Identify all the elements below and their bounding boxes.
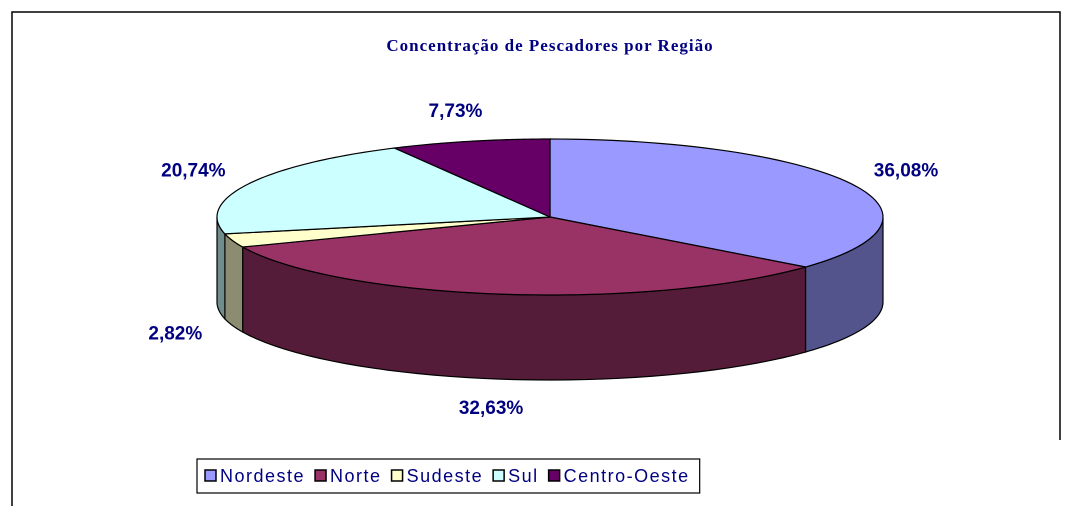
- chart-title: Concentração de Pescadores por Região: [386, 36, 713, 55]
- data-label: 20,74%: [161, 161, 226, 182]
- slice: [392, 138, 551, 218]
- legend-label: Centro-Oeste: [564, 466, 690, 486]
- legend-swatch: [314, 469, 327, 482]
- data-label: 36,08%: [874, 160, 939, 181]
- data-label: 7,73%: [429, 101, 483, 122]
- legend-label: Norte: [330, 466, 382, 486]
- legend-label: Nordeste: [220, 466, 305, 486]
- legend-swatch: [492, 469, 505, 482]
- slice-side: [224, 232, 244, 334]
- slice: [223, 216, 551, 248]
- slice: [240, 216, 806, 296]
- legend: Nordeste Norte Sudeste Sul Centro-Oeste: [196, 458, 701, 494]
- legend-swatch: [204, 469, 217, 482]
- legend-box: [196, 458, 701, 494]
- pie: 36,08% 32,63% 2,82% 20,74% 7,73%: [148, 101, 938, 419]
- slice: [549, 138, 884, 268]
- data-label: 32,63%: [459, 398, 524, 419]
- slice: [216, 147, 551, 235]
- legend-label: Sudeste: [407, 466, 484, 486]
- legend-swatch: [390, 469, 404, 482]
- legend-label: Sul: [508, 466, 539, 486]
- legend-swatch: [547, 469, 561, 482]
- frame: [11, 11, 1061, 506]
- data-label: 2,82%: [148, 324, 202, 345]
